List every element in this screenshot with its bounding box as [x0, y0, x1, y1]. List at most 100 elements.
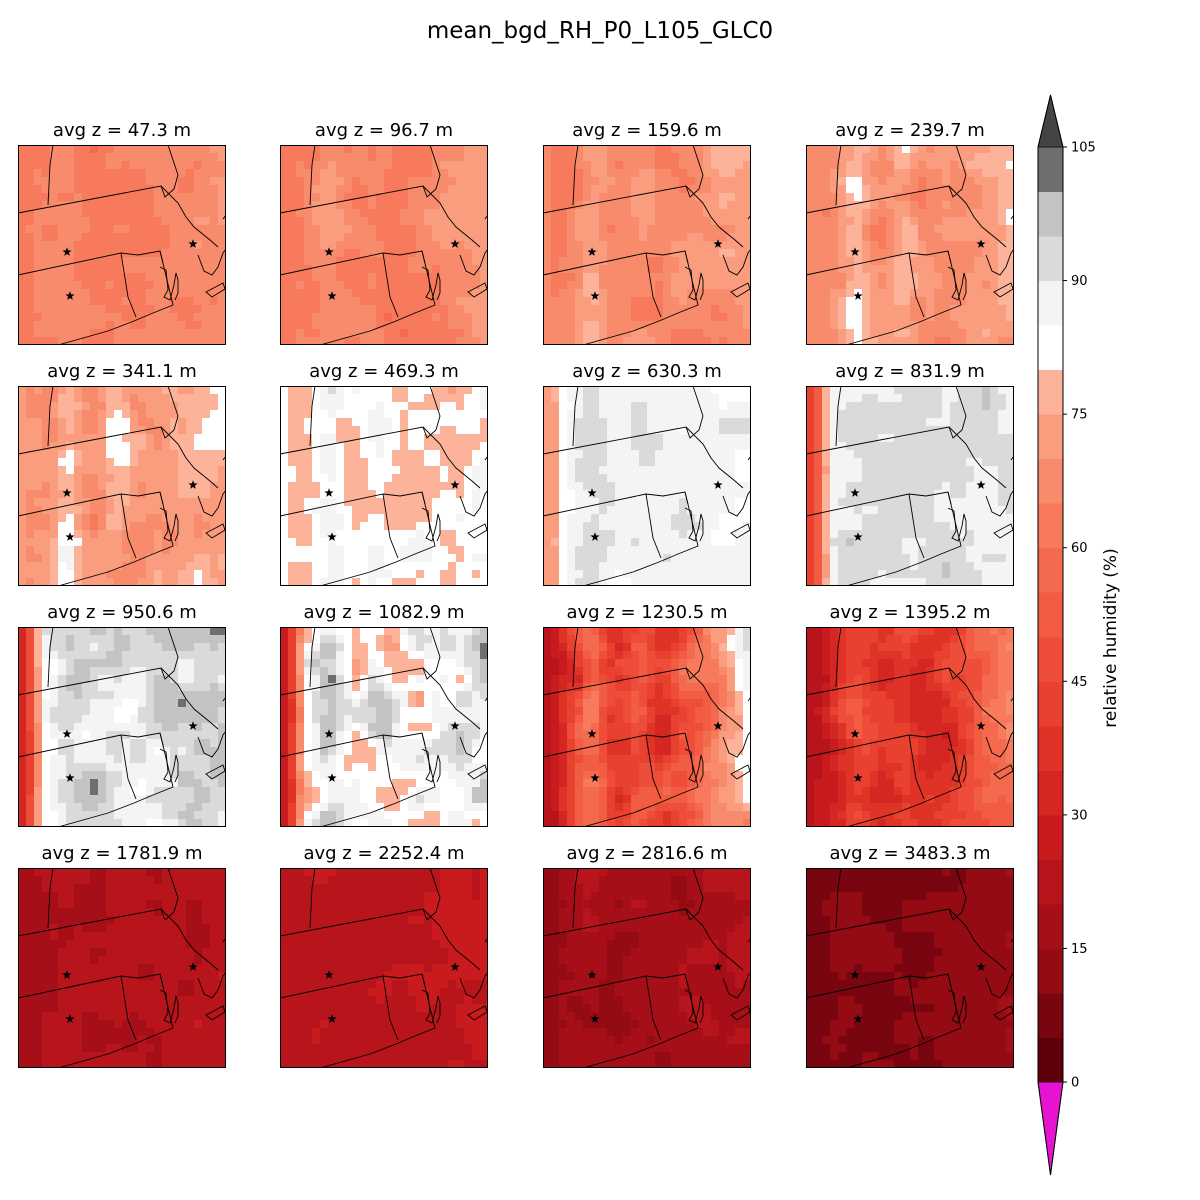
panel-frame	[18, 868, 226, 1068]
panel-frame	[280, 386, 488, 586]
colorbar-level	[1038, 191, 1063, 237]
station-markers	[62, 962, 198, 1023]
station-markers	[324, 480, 460, 541]
state-boundaries	[543, 627, 751, 827]
rh-field	[18, 627, 226, 827]
station-star-icon	[713, 962, 723, 971]
colorbar-label: relative humidity (%)	[1101, 548, 1121, 728]
panel-title: avg z = 2252.4 m	[303, 843, 465, 864]
station-star-icon	[62, 970, 72, 979]
rh-field-map	[280, 868, 488, 1068]
panel-frame	[543, 145, 751, 345]
rh-field	[18, 868, 226, 1068]
station-star-icon	[713, 721, 723, 730]
map-panel: avg z = 831.9 m	[806, 361, 1014, 586]
panel-frame	[543, 868, 751, 1068]
station-markers	[587, 721, 723, 782]
station-star-icon	[62, 488, 72, 497]
station-star-icon	[188, 721, 198, 730]
rh-field	[280, 145, 488, 345]
colorbar-level	[1038, 1037, 1063, 1083]
station-markers	[850, 962, 986, 1023]
colorbar-tick-label: 30	[1071, 808, 1088, 823]
map-panel: avg z = 630.3 m	[543, 361, 751, 586]
rh-field	[806, 868, 1014, 1068]
rh-field	[806, 627, 1014, 827]
map-panel: avg z = 469.3 m	[280, 361, 488, 586]
map-panel: avg z = 3483.3 m	[806, 843, 1014, 1068]
station-star-icon	[853, 291, 863, 300]
panel-frame	[280, 868, 488, 1068]
station-star-icon	[713, 480, 723, 489]
rh-field	[280, 868, 488, 1068]
rh-field	[543, 868, 751, 1068]
colorbar-level	[1038, 458, 1063, 504]
state-boundaries	[543, 868, 751, 1068]
map-panel: avg z = 341.1 m	[18, 361, 226, 586]
panel-title: avg z = 47.3 m	[52, 120, 192, 141]
station-star-icon	[62, 247, 72, 256]
station-star-icon	[587, 729, 597, 738]
station-star-icon	[450, 480, 460, 489]
colorbar-level	[1038, 236, 1063, 282]
panel-title: avg z = 469.3 m	[309, 361, 459, 382]
state-boundaries	[18, 868, 226, 1068]
station-star-icon	[450, 962, 460, 971]
colorbar-level	[1038, 547, 1063, 593]
colorbar-level	[1038, 948, 1063, 994]
station-star-icon	[324, 247, 334, 256]
rh-field-map	[18, 145, 226, 345]
panel-frame	[806, 868, 1014, 1068]
map-panel: avg z = 950.6 m	[18, 602, 226, 827]
map-panel: avg z = 1781.9 m	[18, 843, 226, 1068]
station-star-icon	[587, 488, 597, 497]
station-star-icon	[327, 291, 337, 300]
rh-field	[280, 386, 488, 586]
panel-frame	[806, 386, 1014, 586]
station-star-icon	[850, 247, 860, 256]
station-star-icon	[327, 1014, 337, 1023]
rh-field	[280, 627, 488, 827]
station-star-icon	[62, 729, 72, 738]
panel-title: avg z = 630.3 m	[572, 361, 722, 382]
colorbar-level	[1038, 770, 1063, 816]
rh-field-map	[18, 627, 226, 827]
state-boundaries	[18, 386, 226, 586]
panel-title: avg z = 341.1 m	[47, 361, 197, 382]
station-star-icon	[65, 291, 75, 300]
station-markers	[850, 480, 986, 541]
colorbar-level	[1038, 992, 1063, 1038]
station-star-icon	[450, 721, 460, 730]
colorbar-level	[1038, 859, 1063, 905]
rh-field-map	[806, 627, 1014, 827]
panel-frame	[280, 627, 488, 827]
rh-field-map	[18, 386, 226, 586]
station-star-icon	[850, 970, 860, 979]
station-star-icon	[590, 1014, 600, 1023]
colorbar-level	[1038, 325, 1063, 371]
panel-frame	[806, 627, 1014, 827]
rh-field-map	[18, 868, 226, 1068]
panel-title: avg z = 1082.9 m	[303, 602, 465, 623]
map-panel: avg z = 1082.9 m	[280, 602, 488, 827]
station-star-icon	[327, 773, 337, 782]
panel-title: avg z = 3483.3 m	[829, 843, 991, 864]
colorbar-level	[1038, 592, 1063, 638]
station-star-icon	[65, 1014, 75, 1023]
colorbar-tick-label: 15	[1071, 942, 1088, 957]
station-markers	[62, 721, 198, 782]
rh-field-map	[280, 386, 488, 586]
station-markers	[324, 239, 460, 300]
station-markers	[850, 721, 986, 782]
station-star-icon	[590, 291, 600, 300]
colorbar-tick-label: 90	[1071, 274, 1088, 289]
page-title: mean_bgd_RH_P0_L105_GLC0	[426, 18, 774, 44]
station-star-icon	[850, 729, 860, 738]
rh-field-map	[806, 868, 1014, 1068]
map-panel: avg z = 96.7 m	[280, 120, 488, 345]
colorbar-tick-label: 0	[1071, 1076, 1079, 1091]
map-panel: avg z = 1395.2 m	[806, 602, 1014, 827]
station-star-icon	[976, 239, 986, 248]
colorbar-level	[1038, 903, 1063, 949]
station-markers	[62, 239, 198, 300]
